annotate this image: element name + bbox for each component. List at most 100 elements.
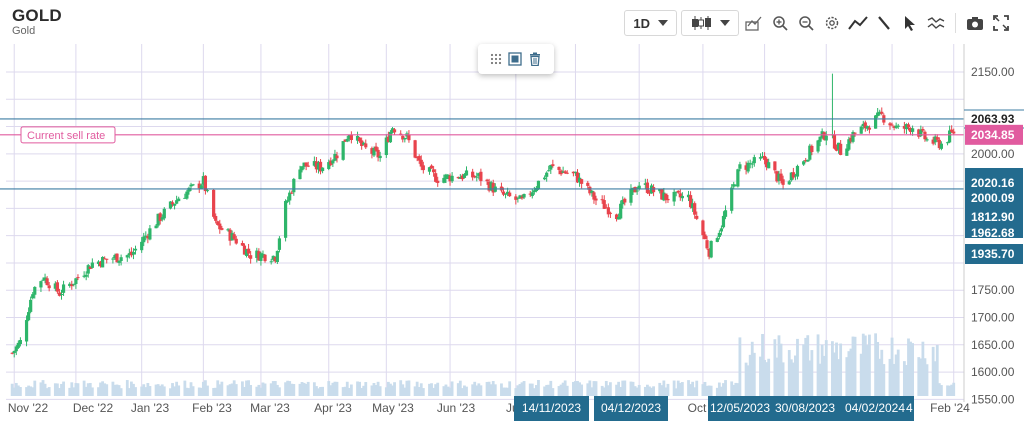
- screenshot-button[interactable]: [964, 12, 986, 34]
- fullscreen-button[interactable]: [990, 12, 1012, 34]
- candle-body: [327, 162, 331, 169]
- x-tick-label: Jan '23: [131, 401, 170, 415]
- candle: [832, 130, 837, 150]
- candle: [590, 190, 594, 197]
- candle: [360, 137, 364, 150]
- volume-bar: [105, 384, 109, 396]
- volume-bar: [111, 381, 115, 396]
- drag-handle-icon[interactable]: [490, 53, 502, 65]
- candle-body: [45, 278, 49, 286]
- candle: [345, 135, 349, 143]
- candle-body: [144, 235, 148, 237]
- zoom-out-button[interactable]: [795, 12, 817, 34]
- sell-rate-tag: [20, 126, 116, 144]
- chart-type-select[interactable]: [681, 10, 739, 36]
- candle-body: [61, 284, 66, 293]
- candle-body: [160, 217, 164, 220]
- candle-body: [450, 175, 454, 182]
- candle-body: [185, 191, 189, 199]
- volume-bar: [393, 382, 396, 396]
- volume-bar: [226, 385, 230, 396]
- candle: [374, 142, 378, 152]
- cursor-button[interactable]: [899, 12, 921, 34]
- candle: [335, 151, 339, 163]
- candle: [115, 253, 119, 263]
- volume-bar: [590, 387, 594, 396]
- volume-bar: [516, 385, 520, 396]
- candle: [68, 282, 72, 288]
- candle: [203, 175, 208, 195]
- volume-bar: [319, 386, 322, 396]
- volume-bar: [662, 380, 666, 396]
- candle-body: [269, 261, 273, 263]
- volume-bar: [302, 382, 306, 396]
- candle-body: [559, 170, 563, 175]
- volume-bar: [781, 362, 785, 396]
- x-tick-label: Dec '22: [73, 401, 114, 415]
- candle: [876, 107, 880, 118]
- volume-bar: [333, 381, 337, 396]
- zoom-in-button[interactable]: [769, 12, 791, 34]
- trendline-button[interactable]: [847, 12, 869, 34]
- candle: [148, 224, 152, 241]
- candle: [911, 125, 915, 136]
- volume-bar: [245, 380, 248, 396]
- volume-bar: [162, 386, 166, 396]
- candle: [355, 131, 360, 144]
- candle-body: [140, 241, 144, 251]
- indicators-button[interactable]: [925, 12, 947, 34]
- volume-bar: [434, 384, 438, 396]
- draw-button[interactable]: [873, 12, 895, 34]
- volume-bar: [563, 380, 567, 396]
- candle: [514, 194, 518, 205]
- candle: [547, 165, 551, 172]
- candle: [906, 122, 911, 131]
- candle: [214, 213, 218, 224]
- candle: [240, 240, 245, 247]
- square-icon[interactable]: [508, 52, 522, 66]
- volume-bar: [158, 385, 162, 396]
- candle-body: [288, 192, 292, 201]
- candle-body: [760, 156, 765, 158]
- trash-icon[interactable]: [528, 52, 542, 66]
- candle-body: [88, 266, 92, 269]
- volume-bar: [551, 388, 555, 396]
- volume-bar: [791, 362, 795, 396]
- volume-bar: [493, 384, 497, 396]
- candle-body: [90, 262, 94, 268]
- candle: [187, 186, 191, 195]
- candle-body: [230, 233, 234, 241]
- interval-select[interactable]: 1D: [624, 10, 677, 36]
- candle-body: [530, 192, 534, 197]
- candle: [923, 130, 927, 142]
- settings-button[interactable]: [821, 12, 843, 34]
- volume-bar: [853, 336, 857, 396]
- x-tick-label: Nov '22: [8, 401, 49, 415]
- candle-body: [551, 164, 555, 167]
- candle-body: [604, 207, 608, 209]
- candle: [232, 231, 236, 241]
- fullscreen-icon: [993, 15, 1009, 31]
- volume-bar: [228, 384, 232, 396]
- candle-body: [271, 255, 275, 260]
- candle-body: [246, 248, 251, 254]
- candle: [10, 352, 14, 355]
- candle-body: [834, 147, 839, 151]
- candle-body: [619, 203, 623, 219]
- compare-button[interactable]: [743, 12, 765, 34]
- volume-bar: [629, 381, 633, 396]
- volume-bar: [72, 387, 76, 396]
- volume-bar: [298, 383, 302, 396]
- candle: [781, 175, 785, 190]
- candle-body: [70, 284, 74, 287]
- volume-bar: [863, 335, 867, 396]
- volume-bar: [689, 384, 692, 396]
- candle: [952, 128, 956, 135]
- candle-body: [635, 190, 639, 192]
- candle: [933, 133, 937, 146]
- candle-body: [57, 292, 62, 296]
- candle: [705, 236, 709, 250]
- volume-bar: [288, 381, 292, 396]
- candle: [765, 157, 769, 171]
